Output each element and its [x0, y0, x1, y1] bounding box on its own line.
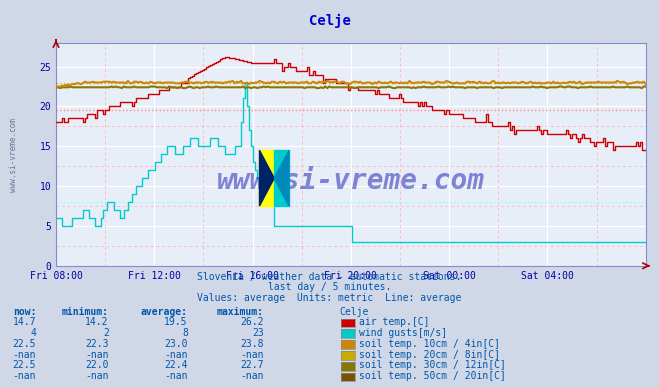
- Polygon shape: [274, 150, 289, 206]
- Text: 14.7: 14.7: [13, 317, 36, 327]
- Text: 23.8: 23.8: [240, 339, 264, 349]
- Text: 8: 8: [182, 328, 188, 338]
- Text: soil temp. 20cm / 8in[C]: soil temp. 20cm / 8in[C]: [359, 350, 500, 360]
- Text: www.si-vreme.com: www.si-vreme.com: [9, 118, 18, 192]
- Text: last day / 5 minutes.: last day / 5 minutes.: [268, 282, 391, 293]
- Text: Celje: Celje: [339, 307, 369, 317]
- Text: -nan: -nan: [13, 371, 36, 381]
- Polygon shape: [260, 150, 274, 206]
- Text: soil temp. 10cm / 4in[C]: soil temp. 10cm / 4in[C]: [359, 339, 500, 349]
- Text: -nan: -nan: [85, 350, 109, 360]
- Text: maximum:: maximum:: [217, 307, 264, 317]
- Text: Slovenia / weather data - automatic stations.: Slovenia / weather data - automatic stat…: [197, 272, 462, 282]
- Text: Celje: Celje: [308, 14, 351, 28]
- Text: -nan: -nan: [13, 350, 36, 360]
- Text: now:: now:: [13, 307, 36, 317]
- Text: -nan: -nan: [85, 371, 109, 381]
- Text: soil temp. 50cm / 20in[C]: soil temp. 50cm / 20in[C]: [359, 371, 506, 381]
- Text: 22.4: 22.4: [164, 360, 188, 371]
- Text: air temp.[C]: air temp.[C]: [359, 317, 430, 327]
- Text: 22.7: 22.7: [240, 360, 264, 371]
- Text: minimum:: minimum:: [62, 307, 109, 317]
- Text: 23.0: 23.0: [164, 339, 188, 349]
- Text: -nan: -nan: [240, 371, 264, 381]
- Text: -nan: -nan: [164, 371, 188, 381]
- Text: 22.5: 22.5: [13, 339, 36, 349]
- Text: 4: 4: [30, 328, 36, 338]
- Text: 2: 2: [103, 328, 109, 338]
- Text: www.si-vreme.com: www.si-vreme.com: [217, 167, 485, 195]
- Text: 22.5: 22.5: [13, 360, 36, 371]
- Text: 19.5: 19.5: [164, 317, 188, 327]
- Text: 14.2: 14.2: [85, 317, 109, 327]
- Text: 26.2: 26.2: [240, 317, 264, 327]
- Bar: [274, 150, 289, 206]
- Text: -nan: -nan: [164, 350, 188, 360]
- Text: wind gusts[m/s]: wind gusts[m/s]: [359, 328, 447, 338]
- Text: 22.3: 22.3: [85, 339, 109, 349]
- Bar: [260, 150, 274, 206]
- Text: 22.0: 22.0: [85, 360, 109, 371]
- Text: Values: average  Units: metric  Line: average: Values: average Units: metric Line: aver…: [197, 293, 462, 303]
- Text: average:: average:: [141, 307, 188, 317]
- Text: 23: 23: [252, 328, 264, 338]
- Text: -nan: -nan: [240, 350, 264, 360]
- Text: soil temp. 30cm / 12in[C]: soil temp. 30cm / 12in[C]: [359, 360, 506, 371]
